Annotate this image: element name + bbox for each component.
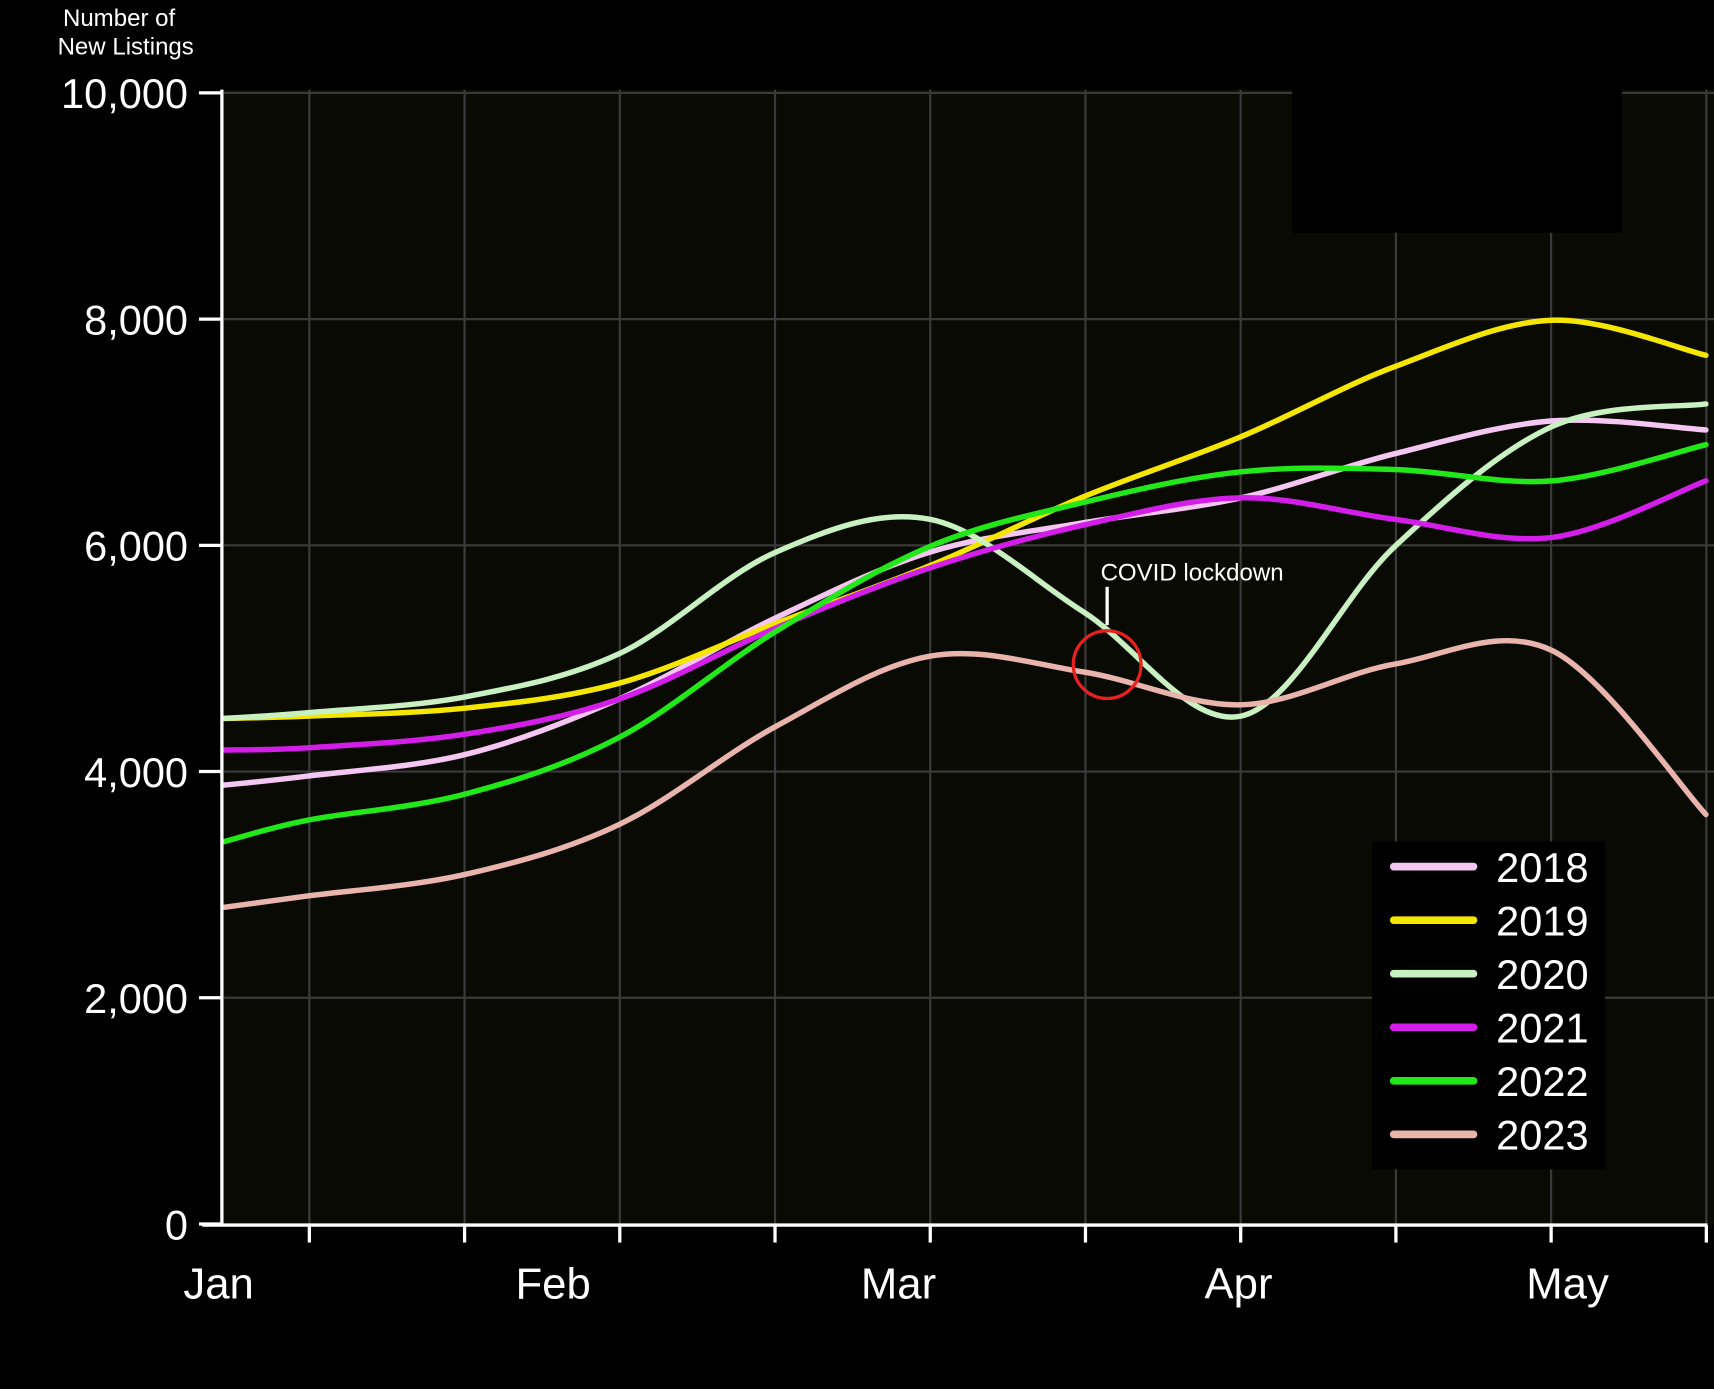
y-tick-label: 2,000 (84, 975, 188, 1022)
y-ticks: 0 2,000 4,000 6,000 8,000 10,000 (61, 70, 222, 1248)
legend-label-2023: 2023 (1496, 1112, 1588, 1159)
legend: 2018 2019 2020 2021 2022 2023 (1389, 844, 1589, 1159)
series-line-2020 (221, 401, 1709, 722)
annotation-circle-marker (1071, 629, 1143, 701)
covid-annotation: COVID lockdown (1071, 559, 1284, 701)
legend-background (1371, 841, 1605, 1170)
legend-label-2021: 2021 (1496, 1005, 1588, 1052)
x-tick-label: Apr (1204, 1259, 1272, 1308)
x-tick-label: Feb (515, 1259, 590, 1308)
x-tick-label: Jan (183, 1259, 253, 1308)
y-axis-label: Number of New Listings (58, 5, 194, 60)
legend-label-2020: 2020 (1496, 951, 1588, 998)
x-tick-label: Mar (861, 1259, 936, 1308)
legend-label-2022: 2022 (1496, 1058, 1588, 1105)
series-lines (221, 317, 1709, 911)
series-line-2021 (221, 478, 1709, 753)
annotation-label: COVID lockdown (1101, 559, 1284, 586)
series-line-2023 (221, 637, 1709, 911)
axes (202, 89, 1708, 1227)
legend-label-2019: 2019 (1496, 897, 1588, 944)
series-line-2018 (221, 417, 1709, 788)
y-tick-label: 0 (165, 1201, 188, 1248)
redacted-box (1292, 45, 1623, 233)
x-tick-label: May (1526, 1259, 1609, 1308)
y-tick-label: 6,000 (84, 523, 188, 570)
series-line-2019 (221, 317, 1709, 722)
y-tick-label: 4,000 (84, 749, 188, 796)
x-ticks: Jan Feb Mar Apr May (183, 1225, 1708, 1308)
y-tick-label: 8,000 (84, 296, 188, 343)
legend-label-2018: 2018 (1496, 844, 1588, 891)
series-line-2022 (221, 441, 1709, 845)
y-tick-label: 10,000 (61, 70, 188, 117)
